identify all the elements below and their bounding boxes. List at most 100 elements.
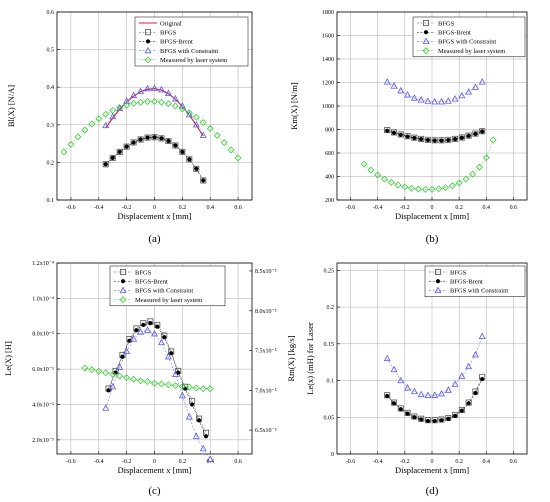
data-point [178, 391, 186, 399]
x-tick-label: 0 [153, 205, 156, 211]
x-tick-label: 0 [153, 459, 156, 465]
data-point [137, 98, 145, 106]
x-axis-label: Displacement x [mm] [395, 211, 469, 221]
legend-swatch-marker [144, 46, 152, 54]
legend-entry: Measured by laser system [160, 57, 227, 64]
data-point [162, 335, 167, 340]
data-point [424, 97, 432, 104]
data-point [141, 322, 146, 327]
data-point [169, 351, 174, 356]
data-point [186, 156, 193, 163]
data-point [74, 133, 82, 141]
x-tick-label: -0.4 [373, 205, 383, 211]
data-point [410, 94, 418, 101]
legend-swatch-marker [119, 296, 127, 304]
legend-swatch-marker [434, 268, 441, 275]
y-tick-label: 0.6 [47, 10, 55, 16]
legend-box [412, 16, 526, 58]
data-point [220, 139, 228, 146]
data-point [102, 369, 110, 377]
data-point [432, 418, 437, 424]
y2-tick-label: 6.5x10⁻⁵ [255, 428, 277, 434]
legend: BFGS BFGS-Brent BFGS with Constraint [424, 265, 526, 297]
data-point [404, 133, 411, 140]
legend-entry: BFGS-Brent [450, 279, 483, 286]
y2-tick-label: 7.5x10⁻⁵ [255, 349, 277, 355]
legend-swatch-marker [145, 39, 151, 44]
data-point [201, 178, 206, 183]
data-point [144, 98, 152, 105]
data-point [157, 338, 165, 346]
y-tick-label: 2.0x10⁻⁵ [32, 438, 54, 444]
x-tick-label: -0.4 [373, 459, 383, 465]
y-tick-label: 1.0x10⁻⁴ [32, 296, 54, 302]
y-tick-label: 0.2 [327, 305, 335, 311]
data-point [478, 332, 486, 340]
data-point [397, 376, 405, 384]
data-point [405, 134, 410, 139]
x-tick-label: 0.6 [510, 205, 518, 211]
data-point [176, 370, 181, 375]
y-tick-label: 0 [331, 452, 334, 458]
x-axis-label: Displacement x [mm] [117, 211, 191, 221]
data-point [130, 335, 138, 342]
data-point [187, 157, 192, 162]
data-point [458, 134, 465, 141]
data-point [185, 413, 193, 420]
data-point [446, 137, 451, 143]
x-tick-label: 0.6 [234, 459, 242, 465]
data-point [414, 185, 422, 193]
legend-box [109, 265, 226, 307]
data-point [398, 132, 403, 137]
y-tick-label: 1800 [322, 10, 334, 16]
data-point [451, 380, 459, 387]
data-point [424, 391, 432, 398]
data-point [459, 135, 464, 140]
legend-swatch-marker [144, 56, 152, 64]
data-point [466, 133, 471, 138]
data-point [130, 375, 138, 383]
data-point [123, 374, 131, 382]
x-tick-label: 0.2 [455, 205, 463, 211]
legend-entry: BFGS [450, 269, 467, 276]
data-point [116, 104, 124, 111]
x-axis-label: Displacement x [mm] [117, 465, 191, 475]
data-point [390, 365, 398, 373]
data-point [109, 382, 117, 390]
data-point [438, 389, 445, 397]
legend-entry: BFGS-Brent [160, 39, 193, 46]
data-point [124, 144, 129, 149]
data-point [435, 185, 443, 193]
x-tick-label: -0.4 [94, 205, 104, 211]
data-point [127, 338, 132, 343]
data-point [391, 130, 397, 135]
y-axis-label: Bl(X) [N/A] [6, 85, 16, 127]
chart-panel-1: -0.6 -0.4 -0.2 0 0.2 0.4 0.6 0.1 0.2 0.3 0.4 0.5 0.6… [6, 10, 253, 245]
plot-frame [336, 11, 528, 201]
data-point [171, 382, 179, 390]
data-point [109, 154, 116, 161]
data-point [390, 129, 397, 136]
data-point [123, 97, 131, 104]
data-point [193, 165, 200, 172]
y-tick-label: 0.1 [47, 198, 55, 204]
x-tick-label: -0.6 [66, 459, 76, 465]
series-line [105, 88, 204, 136]
x-axis-label: Displacement x [mm] [395, 465, 469, 475]
data-point [134, 328, 139, 333]
data-point [81, 126, 89, 134]
data-point [459, 408, 464, 413]
data-point [178, 102, 186, 109]
data-point [88, 120, 96, 128]
series-line [363, 139, 494, 190]
data-point [67, 140, 75, 148]
data-point [185, 383, 193, 391]
legend-entry: BFGS with Constraint [438, 39, 496, 46]
data-point [480, 376, 485, 382]
y2-tick-label: 8.5x10⁻⁵ [255, 269, 277, 275]
data-point [391, 401, 397, 406]
data-point [410, 387, 418, 395]
data-point [123, 143, 130, 150]
data-point [109, 107, 117, 114]
series-line [387, 376, 483, 421]
